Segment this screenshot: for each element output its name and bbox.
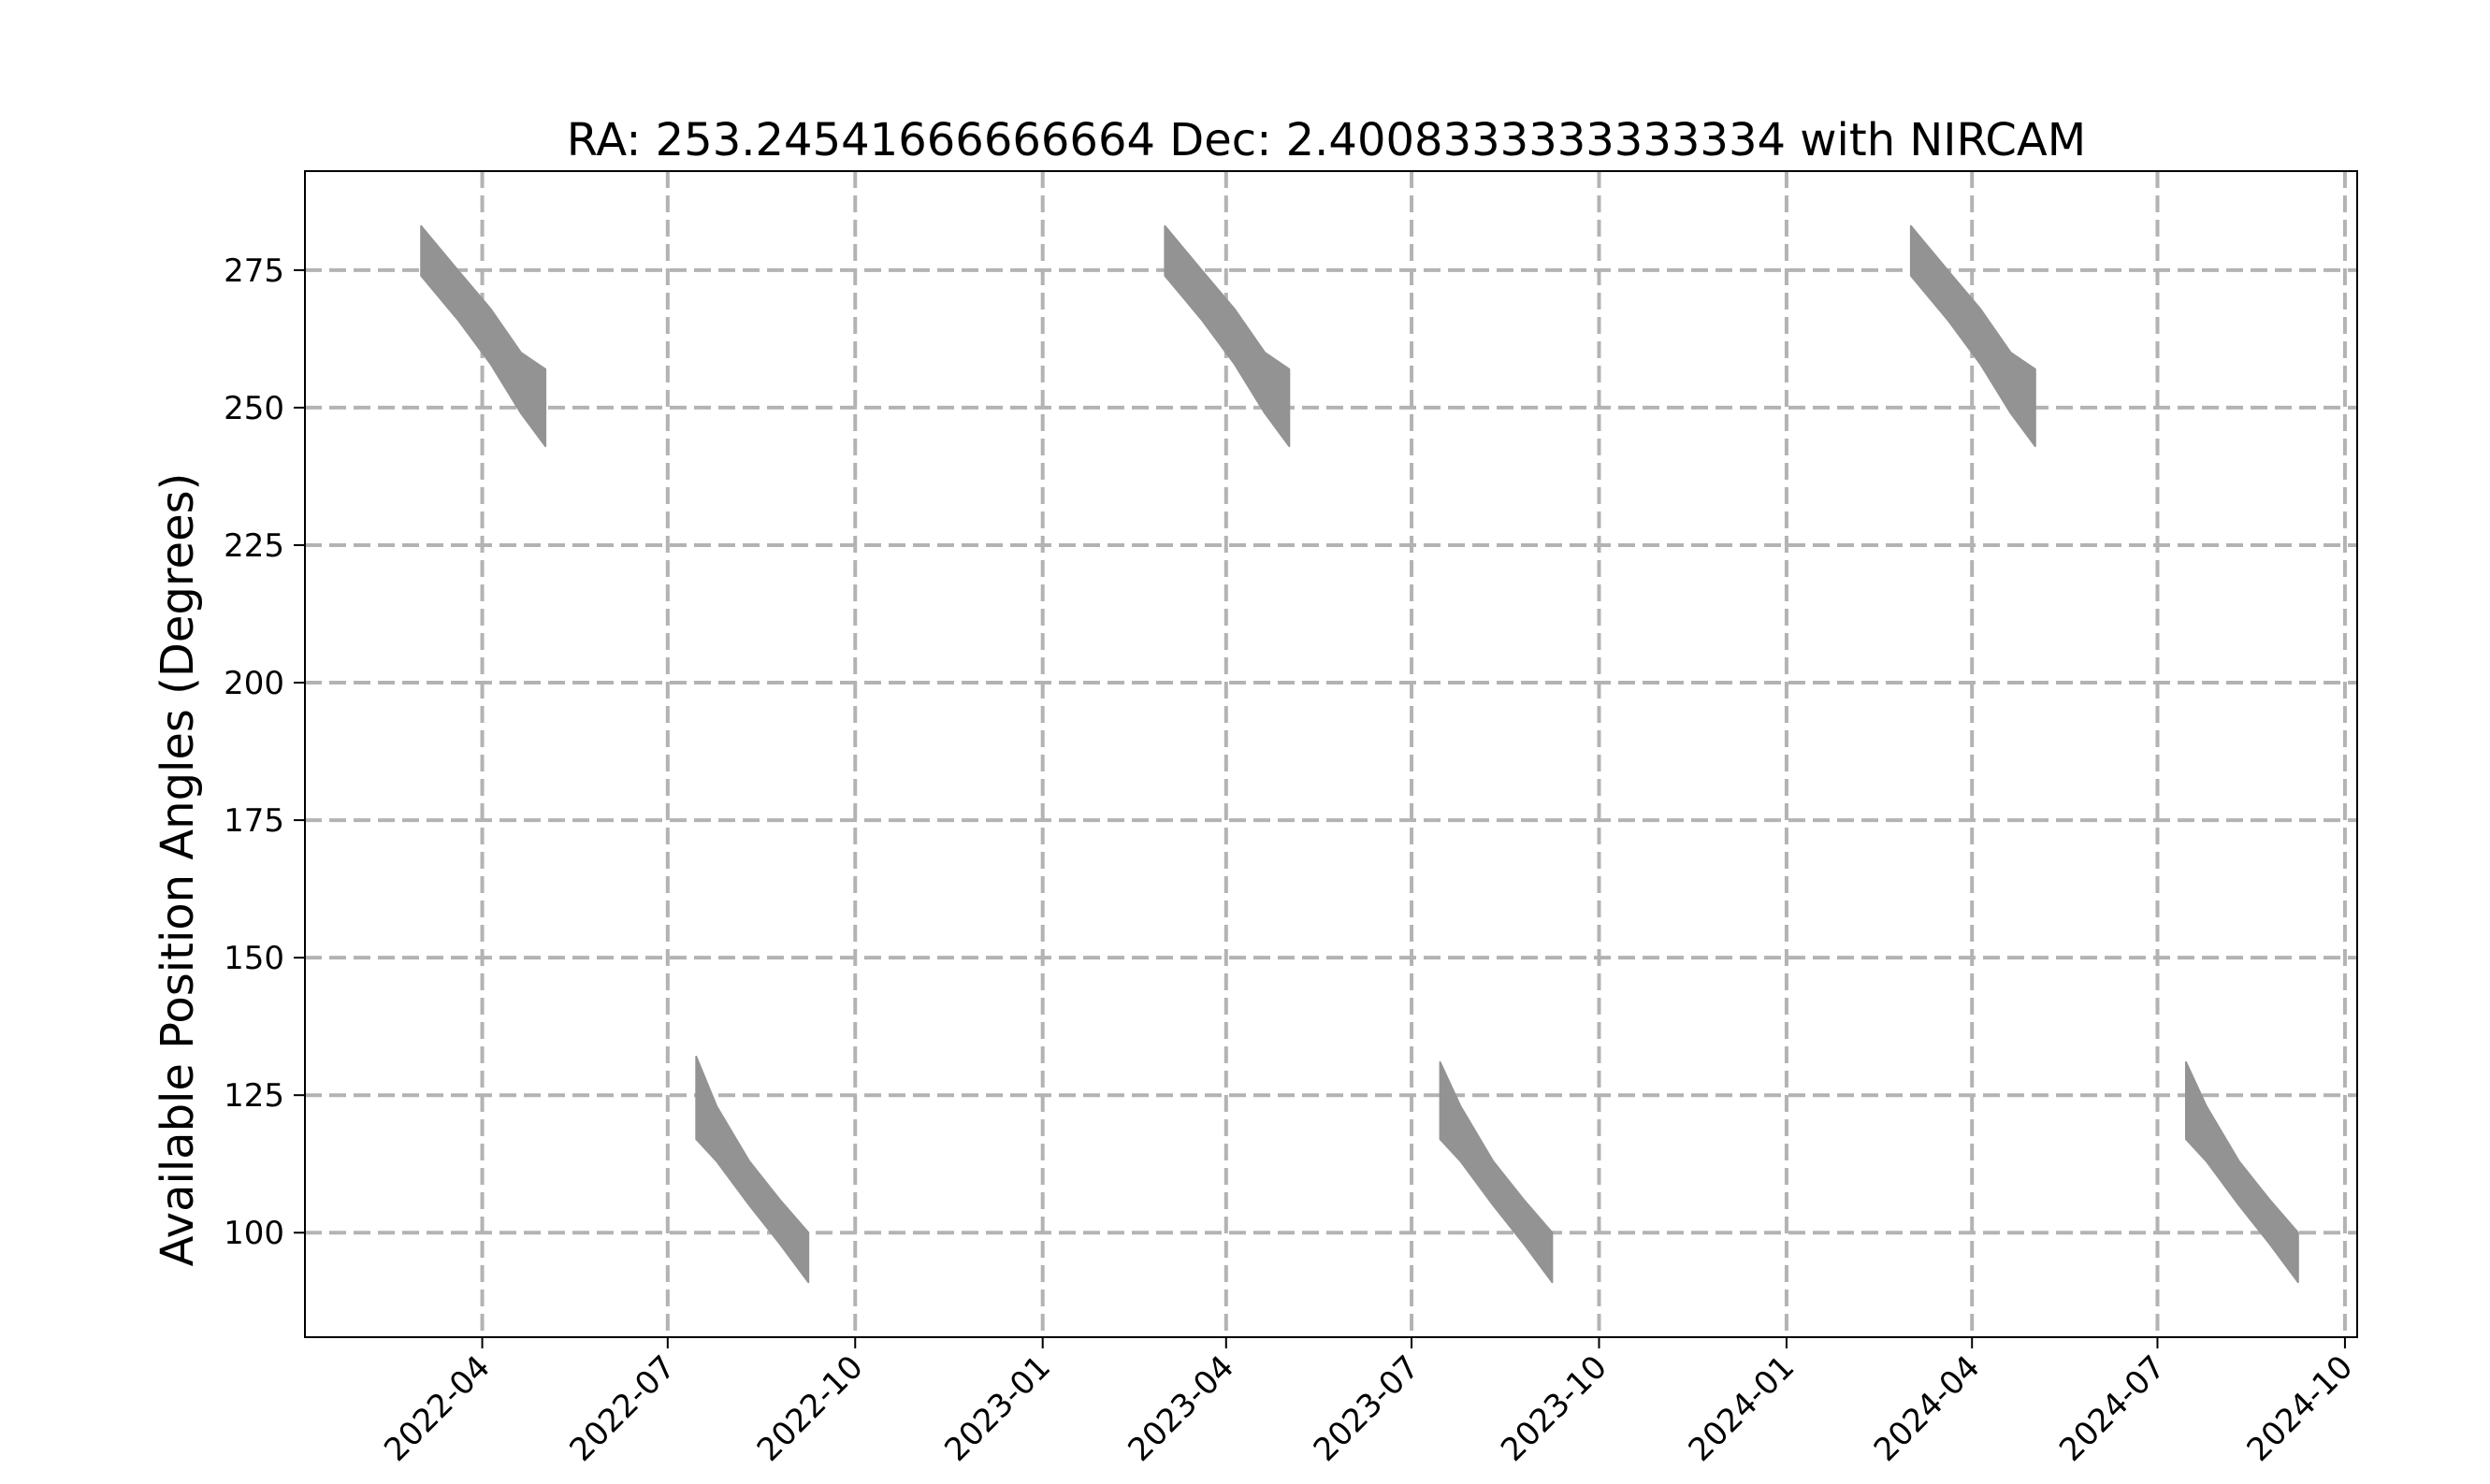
y-axis-label: Available Position Angles (Degrees) — [152, 473, 204, 1267]
y-tick-label: 225 — [224, 527, 284, 565]
y-tick-label: 250 — [224, 390, 284, 427]
y-tick-label: 100 — [224, 1215, 284, 1252]
visibility-band-3 — [1164, 224, 1291, 448]
visibility-band-6 — [2185, 1060, 2299, 1284]
visibility-bands — [420, 224, 2299, 1284]
y-tick-label: 275 — [224, 252, 284, 290]
grid-lines — [305, 171, 2357, 1337]
y-tick-label: 200 — [224, 665, 284, 702]
y-tick-label: 125 — [224, 1077, 284, 1115]
visibility-band-4 — [1439, 1060, 1554, 1284]
plot-frame — [304, 170, 2358, 1338]
visibility-band-2 — [695, 1056, 810, 1284]
y-tick-label: 175 — [224, 802, 284, 840]
visibility-band-5 — [1909, 224, 2036, 448]
visibility-band-1 — [420, 224, 547, 448]
y-tick-label: 150 — [224, 940, 284, 977]
chart-title: RA: 253.24541666666664 Dec: 2.4008333333… — [567, 114, 2086, 166]
